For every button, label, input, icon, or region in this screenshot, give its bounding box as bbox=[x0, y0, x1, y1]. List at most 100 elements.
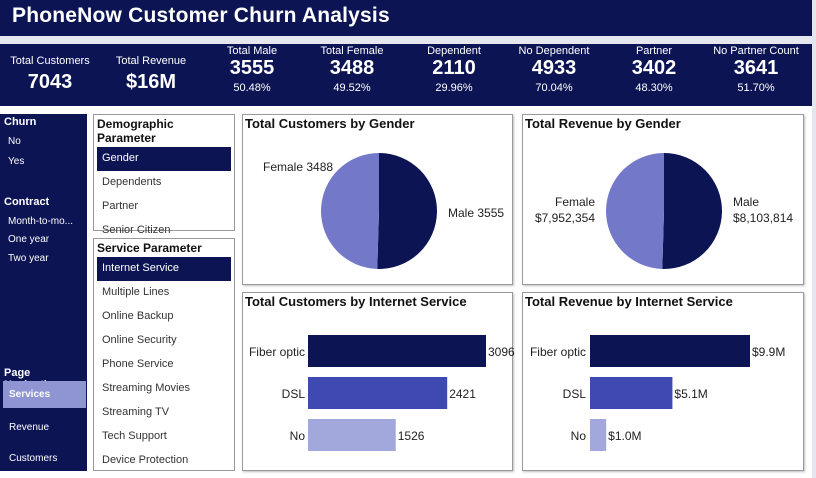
pie-slice-male bbox=[377, 153, 437, 269]
kpi-label: Total Customers bbox=[10, 55, 90, 67]
kpi-label: Dependent bbox=[427, 45, 481, 57]
churn-option-yes[interactable]: Yes bbox=[8, 156, 25, 167]
contract-option-month[interactable]: Month-to-mo... bbox=[8, 216, 74, 227]
customers-by-gender-svg: Female 3488 Male 3555 bbox=[263, 153, 504, 269]
kpi-no-dependent: No Dependent 4933 70.04% bbox=[511, 45, 597, 94]
kpi-label: Partner bbox=[635, 45, 673, 57]
chart-title: Total Customers by Internet Service bbox=[245, 294, 467, 309]
kpi-label: Total Male bbox=[226, 45, 278, 57]
data-label-no: 1526 bbox=[398, 429, 425, 443]
churn-filter-title: Churn bbox=[4, 116, 37, 128]
data-label-female: Female bbox=[555, 195, 595, 209]
pie-slice-female bbox=[320, 153, 379, 269]
category-label-dsl: DSL bbox=[282, 387, 306, 401]
kpi-total-revenue: Total Revenue $16M bbox=[108, 55, 194, 93]
param-item-streaming-movies[interactable]: Streaming Movies bbox=[102, 382, 191, 394]
data-label-no: $1.0M bbox=[608, 429, 641, 443]
chart-title: Total Customers by Gender bbox=[245, 116, 415, 131]
param-item-online-backup[interactable]: Online Backup bbox=[102, 310, 174, 322]
kpi-label: Total Female bbox=[320, 45, 384, 57]
sidebar: Churn No Yes Contract Month-to-mo... One… bbox=[0, 114, 87, 471]
kpi-percent: 70.04% bbox=[535, 82, 573, 94]
data-label-male: Male bbox=[733, 195, 759, 209]
kpi-value: 4933 bbox=[531, 57, 577, 79]
revenue-by-internet-service-chart[interactable]: Fiber optic $9.9M DSL $5.1M No $1.0M Total Re… bbox=[522, 292, 804, 471]
category-label-no: No bbox=[571, 429, 587, 443]
category-label-fiber-optic: Fiber optic bbox=[530, 345, 586, 359]
contract-filter-title: Contract bbox=[4, 196, 50, 208]
category-label-dsl: DSL bbox=[563, 387, 587, 401]
kpi-percent: 51.70% bbox=[737, 82, 775, 94]
pie-slice-male bbox=[662, 153, 722, 269]
kpi-band: Total Customers 7043 Total Revenue $16M … bbox=[0, 44, 812, 106]
kpi-percent: 49.52% bbox=[333, 82, 371, 94]
param-item-multiple-lines[interactable]: Multiple Lines bbox=[102, 286, 170, 298]
kpi-partner: Partner 3402 48.30% bbox=[612, 45, 696, 94]
data-label-dsl: 2421 bbox=[449, 387, 476, 401]
param-item-gender[interactable]: Gender bbox=[97, 147, 231, 171]
data-label-female-value: $7,952,354 bbox=[535, 211, 595, 225]
category-label-no: No bbox=[290, 429, 306, 443]
param-item-online-security[interactable]: Online Security bbox=[102, 334, 177, 346]
data-label-dsl: $5.1M bbox=[674, 387, 707, 401]
kpi-value: 3402 bbox=[631, 57, 677, 79]
kpi-value: 2110 bbox=[432, 57, 476, 79]
param-item-streaming-tv[interactable]: Streaming TV bbox=[102, 406, 170, 418]
service-parameter-title: Service Parameter bbox=[97, 241, 202, 255]
kpi-percent: 50.48% bbox=[233, 82, 271, 94]
customers-by-gender-chart[interactable]: Female 3488 Male 3555 Total Customers by … bbox=[242, 114, 513, 285]
data-label-male: Male 3555 bbox=[448, 206, 504, 220]
contract-option-one-year[interactable]: One year bbox=[8, 234, 50, 245]
bar-dsl bbox=[308, 377, 448, 409]
bar-no bbox=[590, 419, 607, 451]
kpi-dependent: Dependent 2110 29.96% bbox=[412, 45, 496, 94]
kpi-label: No Partner Count bbox=[713, 45, 799, 57]
header-divider bbox=[0, 36, 812, 44]
kpi-value: $16M bbox=[125, 71, 177, 93]
param-item-tech-support[interactable]: Tech Support bbox=[102, 430, 167, 442]
nav-button-customers[interactable]: Customers bbox=[9, 453, 58, 464]
kpi-total-customers: Total Customers 7043 bbox=[6, 55, 94, 93]
kpi-value: 3641 bbox=[733, 57, 779, 79]
bar-fiber-optic bbox=[590, 335, 750, 367]
kpi-label: Total Revenue bbox=[115, 55, 187, 67]
customers-by-internet-service-svg: Fiber optic 3096 DSL 2421 No 1526 bbox=[249, 335, 514, 451]
revenue-by-gender-svg: Female $7,952,354 Male $8,103,814 bbox=[535, 153, 793, 269]
right-edge-strip bbox=[812, 0, 816, 478]
bar-dsl bbox=[590, 377, 673, 409]
report-title: PhoneNow Customer Churn Analysis bbox=[12, 4, 390, 27]
kpi-total-male: Total Male 3555 50.48% bbox=[210, 45, 294, 94]
bar-fiber-optic bbox=[308, 335, 486, 367]
nav-button-services[interactable]: Services bbox=[3, 381, 86, 408]
chart-title: Total Revenue by Internet Service bbox=[525, 294, 733, 309]
param-item-device-protection[interactable]: Device Protection bbox=[102, 454, 189, 466]
param-item-internet-service[interactable]: Internet Service bbox=[97, 257, 231, 281]
param-item-phone-service[interactable]: Phone Service bbox=[102, 358, 174, 370]
param-item-partner[interactable]: Partner bbox=[102, 200, 139, 212]
data-label-fiber-optic: $9.9M bbox=[752, 345, 785, 359]
param-item-dependents[interactable]: Dependents bbox=[102, 176, 162, 188]
kpi-no-partner: No Partner Count 3641 51.70% bbox=[705, 45, 807, 94]
contract-option-two-year[interactable]: Two year bbox=[8, 253, 49, 264]
pie-slice-female bbox=[605, 153, 664, 269]
customers-by-internet-service-chart[interactable]: Fiber optic 3096 DSL 2421 No 1526 Total Custo… bbox=[242, 292, 514, 471]
kpi-label: No Dependent bbox=[518, 45, 590, 57]
demographic-parameter-slicer: Demographic Parameter Gender Dependents … bbox=[93, 114, 235, 236]
kpi-total-female: Total Female 3488 49.52% bbox=[310, 45, 394, 94]
kpi-percent: 48.30% bbox=[635, 82, 673, 94]
kpi-value: 3488 bbox=[329, 57, 375, 79]
report-header: PhoneNow Customer Churn Analysis bbox=[0, 0, 812, 36]
data-label-female: Female 3488 bbox=[263, 160, 333, 174]
service-parameter-slicer: Service Parameter Internet Service Multi… bbox=[93, 238, 235, 471]
data-label-fiber-optic: 3096 bbox=[488, 345, 514, 359]
data-label-male-value: $8,103,814 bbox=[733, 211, 793, 225]
category-label-fiber-optic: Fiber optic bbox=[249, 345, 305, 359]
churn-option-no[interactable]: No bbox=[8, 136, 21, 147]
bar-no bbox=[308, 419, 396, 451]
nav-button-revenue[interactable]: Revenue bbox=[9, 422, 50, 433]
param-item-senior-citizen[interactable]: Senior Citizen bbox=[102, 224, 171, 236]
kpi-percent: 29.96% bbox=[435, 82, 473, 94]
revenue-by-gender-chart[interactable]: Female $7,952,354 Male $8,103,814 Total Rev… bbox=[522, 114, 804, 285]
demographic-parameter-title: Demographic Parameter bbox=[97, 117, 174, 145]
kpi-value: 7043 bbox=[27, 71, 73, 93]
